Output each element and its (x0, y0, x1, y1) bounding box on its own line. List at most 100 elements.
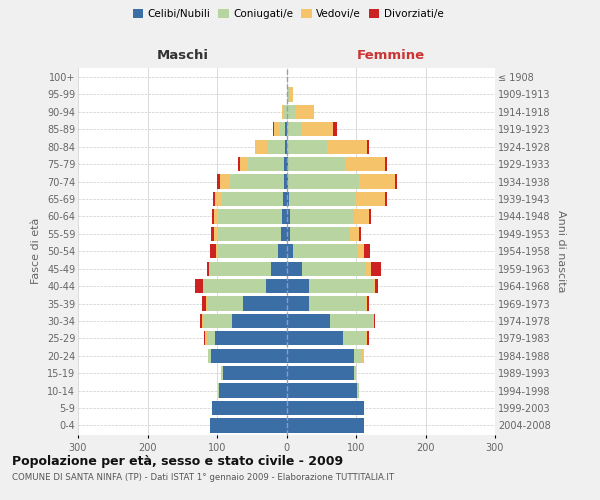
Bar (287, 210, 290, 224)
Bar (203, 314, 232, 328)
Bar (287, 279, 309, 293)
Bar (289, 88, 293, 102)
Bar (283, 192, 287, 206)
Bar (362, 348, 364, 363)
Bar (255, 140, 268, 154)
Bar (358, 384, 359, 398)
Bar (385, 192, 386, 206)
Bar (284, 105, 287, 119)
Bar (354, 210, 369, 224)
Bar (271, 262, 287, 276)
Bar (208, 348, 211, 363)
Bar (356, 192, 385, 206)
Bar (309, 296, 366, 310)
Bar (220, 174, 230, 188)
Bar (354, 348, 362, 363)
Text: Maschi: Maschi (156, 48, 208, 62)
Bar (287, 331, 343, 345)
Bar (195, 279, 203, 293)
Bar (373, 314, 374, 328)
Text: COMUNE DI SANTA NINFA (TP) - Dati ISTAT 1° gennaio 2009 - Elaborazione TUTTITALI: COMUNE DI SANTA NINFA (TP) - Dati ISTAT … (12, 472, 394, 482)
Bar (209, 262, 210, 276)
Bar (395, 174, 397, 188)
Bar (302, 122, 333, 136)
Bar (287, 122, 302, 136)
Bar (329, 314, 373, 328)
Bar (217, 244, 278, 258)
Bar (202, 314, 203, 328)
Bar (281, 226, 287, 241)
Bar (214, 210, 218, 224)
Bar (222, 192, 283, 206)
Bar (293, 244, 358, 258)
Bar (290, 210, 354, 224)
Bar (288, 157, 345, 172)
Bar (367, 296, 369, 310)
Bar (210, 244, 215, 258)
Bar (283, 105, 284, 119)
Bar (366, 296, 367, 310)
Bar (366, 331, 367, 345)
Bar (287, 366, 354, 380)
Bar (359, 174, 395, 188)
Bar (284, 174, 287, 188)
Bar (207, 296, 244, 310)
Bar (274, 122, 280, 136)
Bar (287, 401, 364, 415)
Y-axis label: Anni di nascita: Anni di nascita (556, 210, 566, 292)
Bar (212, 401, 287, 415)
Bar (200, 314, 202, 328)
Bar (309, 279, 373, 293)
Bar (217, 226, 281, 241)
Bar (375, 279, 378, 293)
Bar (205, 331, 206, 345)
Bar (230, 174, 284, 188)
Bar (203, 279, 205, 293)
Bar (287, 296, 309, 310)
Bar (287, 262, 302, 276)
Bar (287, 348, 354, 363)
Bar (244, 296, 287, 310)
Text: Femmine: Femmine (356, 48, 425, 62)
Bar (369, 210, 371, 224)
Bar (202, 296, 206, 310)
Bar (287, 105, 295, 119)
Bar (238, 157, 240, 172)
Bar (223, 366, 287, 380)
Bar (287, 88, 289, 102)
Bar (232, 314, 287, 328)
Bar (287, 314, 329, 328)
Bar (284, 157, 287, 172)
Bar (350, 226, 359, 241)
Bar (287, 226, 290, 241)
Bar (287, 244, 293, 258)
Bar (364, 244, 370, 258)
Bar (333, 122, 337, 136)
Bar (385, 157, 386, 172)
Bar (287, 418, 364, 432)
Bar (268, 140, 285, 154)
Bar (289, 192, 356, 206)
Y-axis label: Fasce di età: Fasce di età (31, 218, 41, 284)
Bar (285, 122, 287, 136)
Bar (374, 314, 376, 328)
Bar (215, 192, 222, 206)
Legend: Celibi/Nubili, Coniugati/e, Vedovi/e, Divorziati/e: Celibi/Nubili, Coniugati/e, Vedovi/e, Di… (128, 5, 448, 24)
Bar (354, 366, 356, 380)
Bar (366, 262, 371, 276)
Bar (204, 331, 205, 345)
Bar (280, 122, 285, 136)
Bar (358, 244, 364, 258)
Bar (373, 279, 375, 293)
Bar (218, 210, 281, 224)
Bar (205, 279, 266, 293)
Bar (221, 366, 223, 380)
Bar (278, 244, 287, 258)
Bar (287, 192, 289, 206)
Bar (295, 105, 314, 119)
Bar (214, 226, 217, 241)
Bar (287, 157, 288, 172)
Bar (211, 226, 214, 241)
Bar (210, 262, 271, 276)
Bar (206, 262, 209, 276)
